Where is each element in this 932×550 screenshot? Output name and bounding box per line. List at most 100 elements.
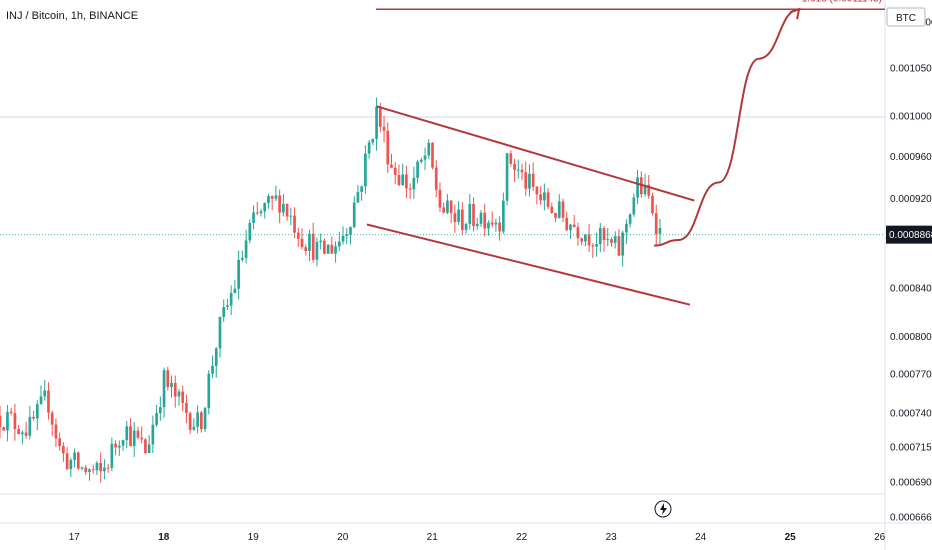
candle-163[interactable] <box>606 227 610 247</box>
candle-169[interactable] <box>628 213 632 228</box>
candle-2[interactable] <box>6 404 9 442</box>
candle-69[interactable] <box>255 201 259 216</box>
candle-106[interactable] <box>393 162 397 185</box>
candle-111[interactable] <box>412 166 416 199</box>
candle-37[interactable] <box>136 426 140 440</box>
candle-135[interactable] <box>502 192 505 235</box>
candle-6[interactable] <box>21 430 24 445</box>
candle-33[interactable] <box>121 439 125 451</box>
candle-158[interactable] <box>587 223 591 252</box>
candle-131[interactable] <box>487 220 490 236</box>
candle-61[interactable] <box>226 298 229 310</box>
candle-109[interactable] <box>405 165 408 199</box>
candle-23[interactable] <box>84 464 88 475</box>
candle-150[interactable] <box>557 194 561 219</box>
candle-45[interactable] <box>166 366 170 391</box>
candle-72[interactable] <box>267 193 270 209</box>
candle-138[interactable] <box>513 158 516 182</box>
candle-130[interactable] <box>483 203 487 237</box>
candle-176[interactable] <box>654 204 658 246</box>
candle-56[interactable] <box>207 370 211 415</box>
candle-96[interactable] <box>356 184 360 204</box>
candle-1[interactable] <box>2 426 6 432</box>
candle-84[interactable] <box>311 222 315 263</box>
candle-31[interactable] <box>114 440 117 456</box>
candle-94[interactable] <box>349 226 352 245</box>
candle-51[interactable] <box>188 411 192 434</box>
candle-107[interactable] <box>397 164 401 187</box>
candle-9[interactable] <box>32 410 35 421</box>
x-axis[interactable]: 17 18 19 20 21 22 23 24 25 26 <box>69 532 886 543</box>
candle-144[interactable] <box>535 185 539 205</box>
candle-157[interactable] <box>584 233 587 247</box>
candle-10[interactable] <box>35 400 39 431</box>
candle-41[interactable] <box>151 415 155 454</box>
candle-39[interactable] <box>144 438 147 455</box>
candle-126[interactable] <box>468 193 472 230</box>
candle-116[interactable] <box>431 142 434 170</box>
candle-70[interactable] <box>259 208 263 217</box>
candle-47[interactable] <box>173 375 177 408</box>
candle-14[interactable] <box>50 410 54 437</box>
candle-49[interactable] <box>181 385 185 412</box>
candle-79[interactable] <box>293 207 296 239</box>
candle-128[interactable] <box>475 217 479 230</box>
candle-166[interactable] <box>617 228 621 257</box>
candle-42[interactable] <box>155 404 158 427</box>
candle-20[interactable] <box>73 448 76 468</box>
candle-38[interactable] <box>140 426 144 444</box>
candle-73[interactable] <box>270 195 274 211</box>
candle-18[interactable] <box>65 446 69 470</box>
candle-147[interactable] <box>546 188 550 210</box>
candle-75[interactable] <box>278 189 281 224</box>
candle-71[interactable] <box>263 202 267 219</box>
candle-133[interactable] <box>494 218 498 232</box>
candle-74[interactable] <box>274 185 278 202</box>
candle-112[interactable] <box>416 159 419 184</box>
candle-100[interactable] <box>371 138 375 146</box>
candle-119[interactable] <box>442 202 446 214</box>
candle-80[interactable] <box>296 227 300 247</box>
candle-90[interactable] <box>334 241 337 263</box>
candle-21[interactable] <box>76 451 80 471</box>
candle-113[interactable] <box>419 157 423 164</box>
candle-92[interactable] <box>341 226 345 245</box>
candle-139[interactable] <box>516 159 520 179</box>
candle-171[interactable] <box>636 169 639 204</box>
candle-62[interactable] <box>229 285 233 316</box>
candle-7[interactable] <box>24 421 28 439</box>
candle-64[interactable] <box>237 250 240 300</box>
y-axis[interactable]: 0.00110000.00105000.00100000.00096000.00… <box>886 7 932 524</box>
candle-35[interactable] <box>129 418 132 447</box>
candle-66[interactable] <box>244 229 248 264</box>
candle-161[interactable] <box>598 222 602 253</box>
candle-124[interactable] <box>460 202 464 236</box>
candle-63[interactable] <box>233 280 237 294</box>
candle-3[interactable] <box>9 407 13 416</box>
candle-44[interactable] <box>162 367 166 418</box>
candle-87[interactable] <box>323 238 326 255</box>
candle-5[interactable] <box>17 425 20 435</box>
candle-12[interactable] <box>43 380 47 401</box>
candle-16[interactable] <box>58 432 61 451</box>
candle-19[interactable] <box>69 457 73 478</box>
candle-103[interactable] <box>382 115 386 143</box>
candle-136[interactable] <box>505 152 509 206</box>
candle-164[interactable] <box>610 237 613 247</box>
candle-153[interactable] <box>569 223 572 240</box>
candle-43[interactable] <box>158 396 162 421</box>
candle-145[interactable] <box>539 186 542 205</box>
candle-15[interactable] <box>54 418 58 447</box>
candle-143[interactable] <box>531 162 535 192</box>
candle-104[interactable] <box>386 122 390 174</box>
candle-129[interactable] <box>479 209 483 227</box>
candle-122[interactable] <box>453 204 457 233</box>
candle-13[interactable] <box>47 382 50 420</box>
symbol-title[interactable]: INJ / Bitcoin, 1h, BINANCE <box>6 10 139 22</box>
candle-57[interactable] <box>211 355 214 378</box>
candle-88[interactable] <box>326 244 330 254</box>
candle-95[interactable] <box>352 196 356 229</box>
candle-86[interactable] <box>319 233 322 250</box>
